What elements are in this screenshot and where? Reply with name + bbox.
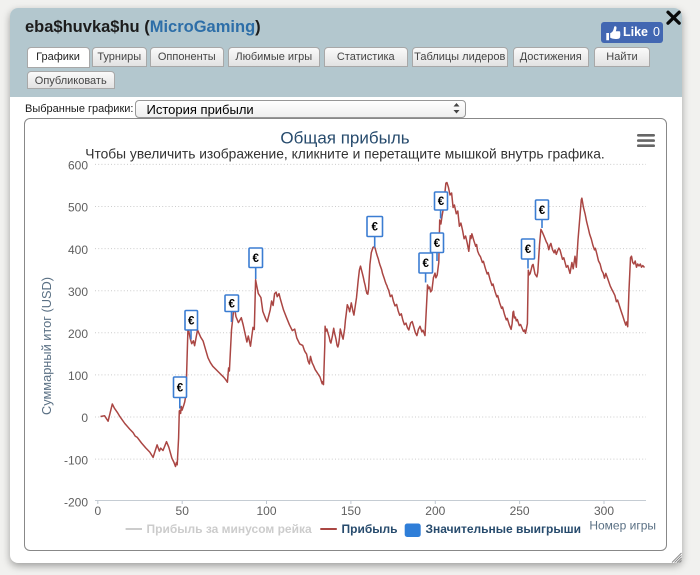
svg-text:Значительные выигрыши: Значительные выигрыши bbox=[426, 522, 582, 536]
svg-text:200: 200 bbox=[425, 504, 445, 518]
svg-text:€: € bbox=[177, 382, 184, 394]
svg-text:€: € bbox=[372, 222, 379, 234]
svg-text:250: 250 bbox=[510, 504, 530, 518]
svg-text:600: 600 bbox=[68, 159, 88, 173]
svg-text:100: 100 bbox=[68, 369, 88, 383]
svg-text:500: 500 bbox=[68, 201, 88, 215]
svg-text:50: 50 bbox=[176, 504, 190, 518]
svg-text:0: 0 bbox=[94, 504, 101, 518]
svg-text:300: 300 bbox=[594, 504, 614, 518]
svg-text:Общая прибыль: Общая прибыль bbox=[280, 129, 409, 148]
svg-text:400: 400 bbox=[68, 243, 88, 257]
svg-text:Суммарный итог (USD): Суммарный итог (USD) bbox=[39, 277, 54, 415]
svg-text:0: 0 bbox=[81, 411, 88, 425]
svg-text:Прибыль за минусом рейка: Прибыль за минусом рейка bbox=[147, 522, 312, 536]
svg-text:100: 100 bbox=[256, 504, 276, 518]
svg-text:200: 200 bbox=[68, 327, 88, 341]
svg-text:€: € bbox=[423, 258, 430, 270]
svg-text:€: € bbox=[229, 298, 236, 310]
svg-text:-200: -200 bbox=[64, 495, 88, 509]
svg-text:€: € bbox=[539, 205, 546, 217]
svg-text:300: 300 bbox=[68, 285, 88, 299]
svg-text:€: € bbox=[438, 196, 445, 208]
svg-text:€: € bbox=[188, 315, 195, 327]
svg-text:€: € bbox=[253, 253, 260, 265]
svg-text:Номер игры: Номер игры bbox=[589, 519, 656, 533]
svg-text:150: 150 bbox=[341, 504, 361, 518]
svg-text:-100: -100 bbox=[64, 453, 88, 467]
svg-text:Чтобы увеличить изображение, к: Чтобы увеличить изображение, кликните и … bbox=[85, 147, 604, 162]
svg-text:Прибыль: Прибыль bbox=[342, 522, 398, 536]
svg-text:€: € bbox=[525, 244, 532, 256]
svg-text:€: € bbox=[434, 238, 441, 250]
